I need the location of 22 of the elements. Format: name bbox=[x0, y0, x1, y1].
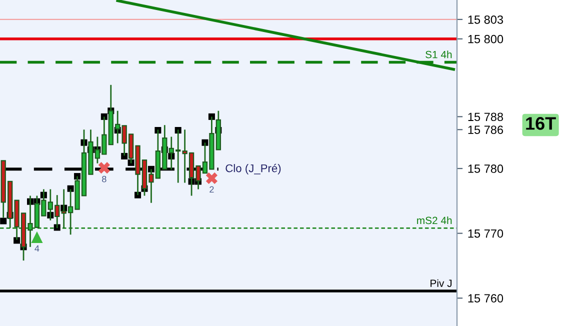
y-tick-label: 15 788 bbox=[468, 112, 504, 122]
point bbox=[202, 139, 208, 146]
text: 16T bbox=[526, 117, 556, 130]
point bbox=[0, 218, 7, 224]
point bbox=[31, 231, 43, 244]
y-tick-label: 15 770 bbox=[468, 229, 504, 238]
y-tick-label: 15 800 bbox=[468, 34, 504, 44]
ref-line-label: mS2 4h bbox=[417, 216, 452, 224]
y-tick-label: 15 780 bbox=[468, 164, 504, 173]
annotation: Clo (J_Pré) bbox=[226, 164, 281, 174]
y-tick-label: 15 760 bbox=[468, 294, 504, 303]
annotation: 4 bbox=[34, 245, 40, 252]
point bbox=[206, 172, 218, 184]
ref-line-label: S1 4h bbox=[426, 50, 452, 58]
ref-line-label: Piv J bbox=[430, 279, 452, 287]
annotation: 8 bbox=[102, 176, 106, 182]
y-tick-label: 15 786 bbox=[468, 126, 504, 134]
point bbox=[98, 162, 110, 174]
y-tick-label: 15 803 bbox=[468, 15, 504, 24]
point bbox=[121, 152, 128, 160]
point bbox=[128, 159, 134, 166]
annotation: 2 bbox=[210, 186, 214, 193]
